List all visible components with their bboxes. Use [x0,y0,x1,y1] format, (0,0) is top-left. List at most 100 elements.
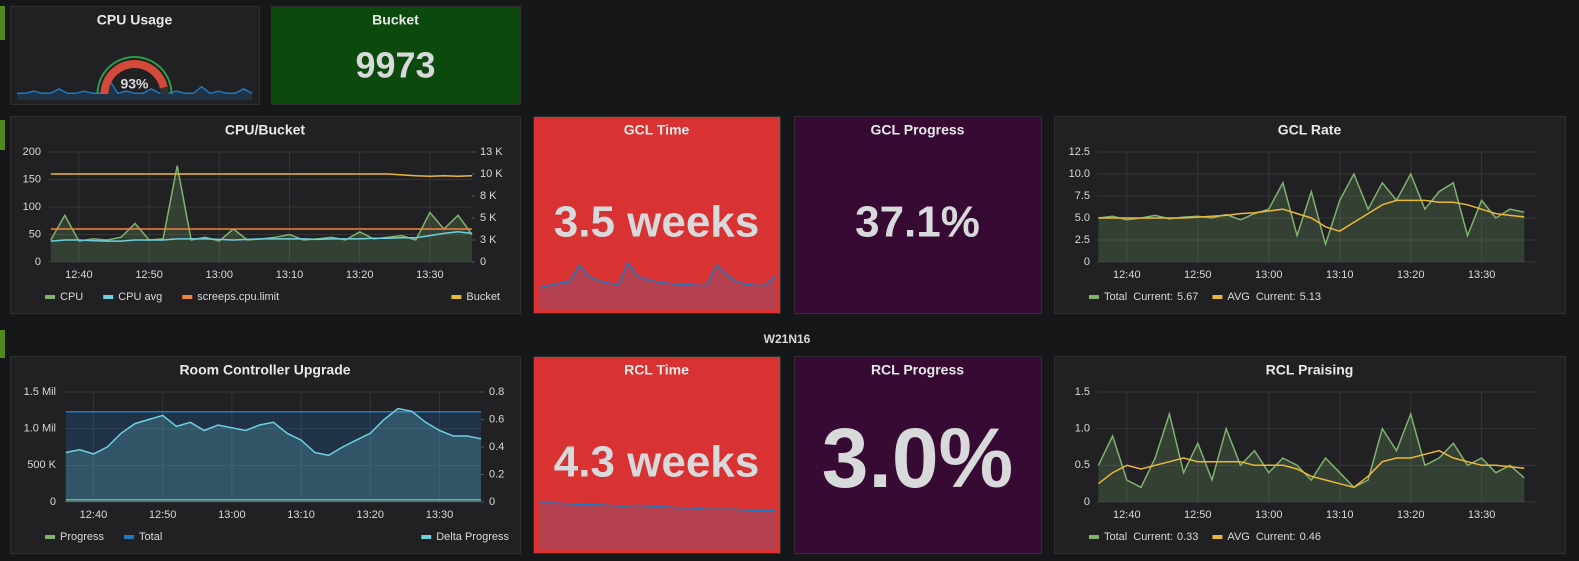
x-tick-label: 13:20 [346,269,374,281]
y2-tick-label: 0 [489,496,495,508]
y-tick-label: 200 [23,146,41,158]
y2-tick-label: 3 K [480,234,497,246]
y-tick-label: 12.5 [1069,146,1090,158]
legend-label: Total [139,531,162,543]
x-tick-label: 13:00 [206,269,234,281]
legend-label: AVG [1227,531,1249,543]
series-line [1098,199,1525,233]
x-tick-label: 13:10 [276,269,304,281]
x-tick-label: 12:50 [1184,509,1212,521]
panel-title: RCL Time [624,362,689,378]
y2-tick-label: 0.4 [489,441,504,453]
y2-tick-label: 0.2 [489,468,504,480]
legend-swatch [124,535,135,539]
x-tick-label: 13:30 [1468,269,1496,281]
sparkline-area [17,80,252,100]
legend-value: 5.13 [1300,291,1321,303]
y2-tick-label: 10 K [480,168,503,180]
y2-tick-label: 13 K [480,146,503,158]
series-line [1097,411,1525,489]
legend-label: screeps.cpu.limit [197,291,279,303]
legend-swatch [421,535,432,539]
stat-value: 9973 [355,45,435,86]
y-tick-label: 5.0 [1075,212,1090,224]
area-fill [65,408,481,502]
panel [794,356,1042,554]
y2-tick-label: 0.8 [489,386,504,398]
panel [1054,356,1566,554]
y-tick-label: 0 [1084,496,1090,508]
legend-value: 0.46 [1300,531,1321,543]
legend-label: AVG [1227,291,1249,303]
series-line [50,173,473,177]
panel-title: Room Controller Upgrade [179,362,350,378]
panel-title: GCL Progress [871,122,965,138]
panel-title: GCL Time [624,122,690,138]
row-title: W21N16 [764,332,811,346]
legend-swatch [1212,295,1223,299]
y2-tick-label: 8 K [480,190,497,202]
legend-swatch [45,295,55,299]
series-line [1097,449,1525,489]
y-tick-label: 0 [1084,256,1090,268]
panel-title: CPU/Bucket [225,122,305,138]
legend-label: Delta Progress [436,531,509,543]
sparkline [539,261,776,289]
y-tick-label: 0 [35,256,41,268]
panel [533,116,781,314]
legend-stat-label: Current: [1256,291,1296,303]
area-fill [65,411,481,502]
y-tick-label: 1.5 [1075,386,1090,398]
legend-stat-label: Current: [1256,531,1296,543]
panel [533,356,781,554]
area-fill [1098,414,1525,502]
x-tick-label: 13:20 [357,509,385,521]
stat-value: 37.1% [855,198,980,247]
x-tick-label: 13:30 [426,509,454,521]
y2-tick-label: 0 [480,256,486,268]
x-tick-label: 13:20 [1397,509,1425,521]
legend-label: Bucket [466,291,500,303]
panel-title: RCL Praising [1266,362,1354,378]
y-tick-label: 1.0 Mil [24,423,56,435]
y-tick-label: 150 [23,173,41,185]
legend-label: Progress [60,531,105,543]
legend-swatch [45,535,55,539]
series-line [50,231,473,242]
gauge-track [159,86,169,94]
x-tick-label: 12:50 [135,269,163,281]
x-tick-label: 13:00 [1255,269,1283,281]
legend-stat-label: Current: [1133,291,1173,303]
x-tick-label: 13:00 [1255,509,1283,521]
legend-label: CPU [60,291,83,303]
y-tick-label: 50 [29,228,41,240]
panel-title: GCL Rate [1278,122,1342,138]
gauge-value [100,60,168,94]
x-tick-label: 12:50 [149,509,177,521]
sparkline [540,502,775,512]
y-tick-label: 7.5 [1075,190,1090,202]
stat-value: 3.5 weeks [554,198,760,247]
panel [271,6,521,105]
x-tick-label: 12:40 [65,269,93,281]
x-tick-label: 12:50 [1184,269,1212,281]
sparkline [17,78,253,95]
panel-title: Bucket [372,12,419,28]
panel [1054,116,1566,314]
sparkline-area [540,503,775,550]
x-tick-label: 13:20 [1397,269,1425,281]
legend-swatch [1212,535,1223,539]
sparkline-area [540,263,775,310]
y2-tick-label: 5 K [480,212,497,224]
y-tick-label: 0.5 [1075,459,1090,471]
legend-stat-label: Current: [1133,531,1173,543]
stat-value: 3.0% [822,411,1013,505]
legend-label: CPU avg [118,291,162,303]
y-tick-label: 0 [50,496,56,508]
legend-value: 5.67 [1177,291,1198,303]
legend-label: Total [1104,291,1127,303]
series-line [65,407,482,457]
x-tick-label: 13:10 [287,509,315,521]
x-tick-label: 13:30 [1468,509,1496,521]
